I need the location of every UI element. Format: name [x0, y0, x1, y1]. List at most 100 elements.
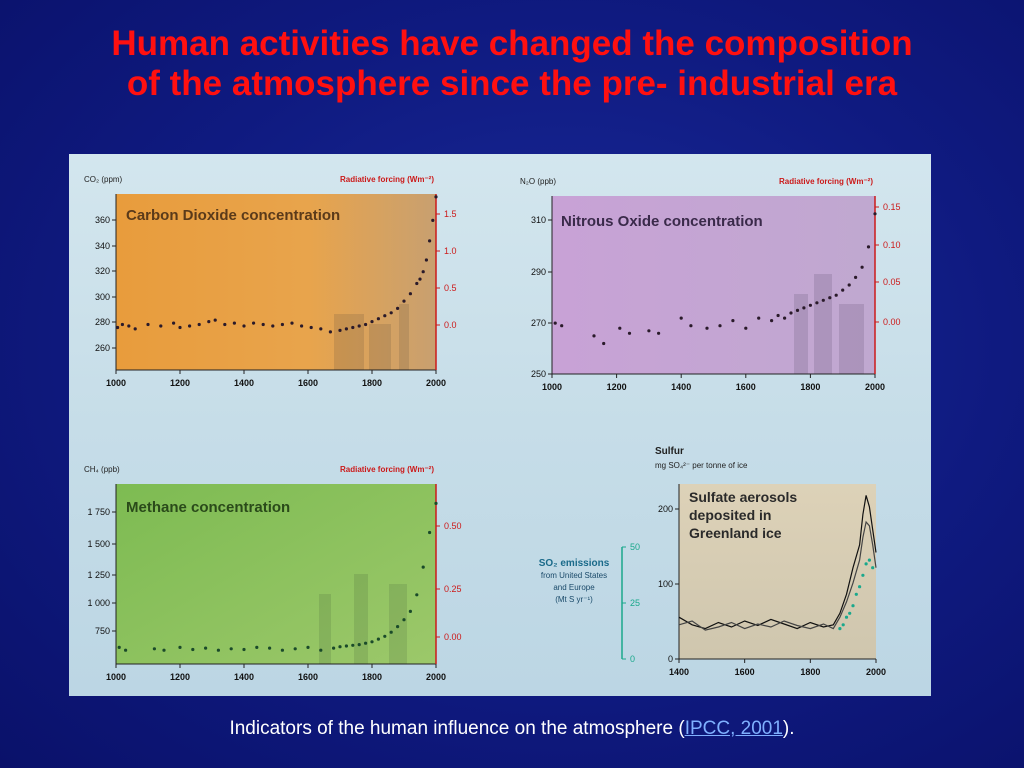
title-line-2: of the atmosphere since the pre- industr…: [126, 64, 898, 103]
n2o-ytick-label: 250: [531, 369, 546, 379]
co2-data-point: [357, 324, 361, 328]
co2-ytick-label: 300: [95, 292, 110, 302]
n2o-xtick-label: 1200: [607, 382, 627, 392]
n2o-data-point: [789, 311, 793, 315]
co2-data-point: [408, 292, 412, 296]
ch4-data-point: [117, 645, 121, 649]
co2-xtick-label: 1200: [170, 378, 190, 388]
co2-data-point: [309, 325, 313, 330]
n2o-data-point: [679, 316, 683, 320]
co2-data-point: [338, 328, 342, 332]
ch4-data-point: [293, 647, 297, 651]
co2-ytick-label: 340: [95, 241, 110, 251]
so2-data-point: [848, 611, 852, 615]
co2-data-point: [319, 327, 323, 331]
n2o-data-point: [783, 316, 787, 320]
co2-data-point: [232, 321, 236, 325]
ch4-xtick-label: 1800: [362, 672, 382, 682]
ipcc-citation-link[interactable]: IPCC, 2001: [684, 718, 783, 739]
co2-xtick-label: 1400: [234, 378, 254, 388]
n2o-data-point: [821, 298, 825, 302]
ch4-xtick-label: 1000: [106, 672, 126, 682]
so2-data-point: [841, 623, 845, 627]
caption-prefix: Indicators of the human influence on the…: [229, 718, 685, 739]
co2-data-point: [280, 322, 284, 327]
co2-data-point: [213, 318, 217, 322]
n2o-data-point: [776, 313, 780, 318]
n2o-data-point: [866, 245, 871, 249]
industry-silhouette-n2o: [794, 274, 864, 374]
n2o-data-point: [602, 341, 606, 346]
title-line-1: Human activities have changed the compos…: [111, 24, 913, 63]
n2o-xtick-label: 1000: [542, 382, 562, 392]
ch4-xtick-label: 2000: [426, 672, 446, 682]
ch4-data-point: [421, 565, 425, 569]
ch4-ytick-label: 1 000: [87, 598, 110, 608]
ch4-ytick-label: 1 500: [87, 539, 110, 549]
ipcc-figure: 1000 1200 1400 1600 1800 20003603403203002802…: [84, 175, 901, 682]
sulfur-plot-area: [679, 484, 876, 659]
slide-title: Human activities have changed the compos…: [0, 24, 1024, 104]
co2-ytick-label: 360: [95, 215, 110, 225]
co2-ytick-label: 320: [95, 266, 110, 276]
ch4-data-point: [242, 647, 246, 652]
co2-data-point: [421, 270, 425, 274]
so2-data-point: [861, 573, 865, 577]
n2o-plot-area: [552, 196, 875, 374]
n2o-rtick-label: 0.10: [883, 240, 901, 250]
co2-title: Carbon Dioxide concentration: [126, 207, 340, 224]
n2o-data-point: [731, 319, 735, 323]
co2-data-point: [261, 322, 265, 327]
n2o-data-point: [689, 324, 693, 328]
n2o-data-point: [815, 301, 819, 305]
sulfur-title-line-2: deposited in: [689, 507, 771, 523]
ch4-data-point: [434, 501, 438, 505]
n2o-data-point: [795, 308, 800, 312]
ch4-left-axis-label: CH₄ (ppb): [84, 465, 120, 474]
co2-rtick-label: 0.0: [444, 320, 457, 330]
co2-data-point: [383, 314, 387, 318]
n2o-xtick-label: 2000: [865, 382, 885, 392]
n2o-xtick-label: 1400: [671, 382, 691, 392]
co2-data-point: [431, 218, 435, 222]
so2-label-line: and Europe: [553, 583, 595, 592]
n2o-xtick-label: 1600: [736, 382, 756, 392]
ch4-data-point: [351, 643, 355, 647]
n2o-data-point: [802, 306, 806, 310]
co2-data-point: [376, 317, 380, 321]
sulfur-left-axis-label: Sulfur: [655, 446, 684, 457]
n2o-data-point: [854, 275, 858, 279]
co2-rtick-label: 1.5: [444, 209, 457, 219]
n2o-data-point: [560, 324, 564, 328]
so2-tick-label: 50: [630, 542, 640, 552]
co2-xtick-label: 1800: [362, 378, 382, 388]
ch4-data-point: [216, 648, 220, 652]
ch4-data-point: [332, 646, 336, 650]
co2-rtick-label: 0.5: [444, 283, 457, 293]
ipcc-figure-panel: 1000 1200 1400 1600 1800 2000 360 340 320 300 280 2…: [69, 154, 931, 696]
n2o-data-point: [770, 319, 774, 323]
n2o-ytick-label: 290: [531, 267, 546, 277]
co2-xtick-label: 1000: [106, 378, 126, 388]
co2-data-point: [197, 322, 201, 327]
ch4-data-point: [191, 647, 195, 652]
ch4-data-point: [415, 593, 419, 597]
n2o-data-point: [718, 324, 722, 328]
co2-data-point: [344, 327, 348, 331]
ch4-data-point: [306, 645, 310, 649]
n2o-ytick-label: 270: [531, 318, 546, 328]
co2-data-point: [127, 324, 131, 328]
co2-data-point: [207, 320, 211, 324]
n2o-ytick-label: 310: [531, 215, 546, 225]
n2o-data-point: [808, 303, 813, 307]
co2-data-point: [271, 324, 275, 328]
ch4-data-point: [357, 643, 361, 647]
co2-data-point: [159, 324, 163, 328]
ch4-data-point: [178, 645, 182, 649]
ch4-ytick-label: 1 750: [87, 507, 110, 517]
ch4-data-point: [370, 640, 374, 644]
so2-data-point: [844, 615, 849, 619]
ch4-data-point: [280, 648, 284, 652]
n2o-data-point: [592, 334, 596, 338]
ch4-rtick-label: 0.00: [444, 632, 462, 642]
